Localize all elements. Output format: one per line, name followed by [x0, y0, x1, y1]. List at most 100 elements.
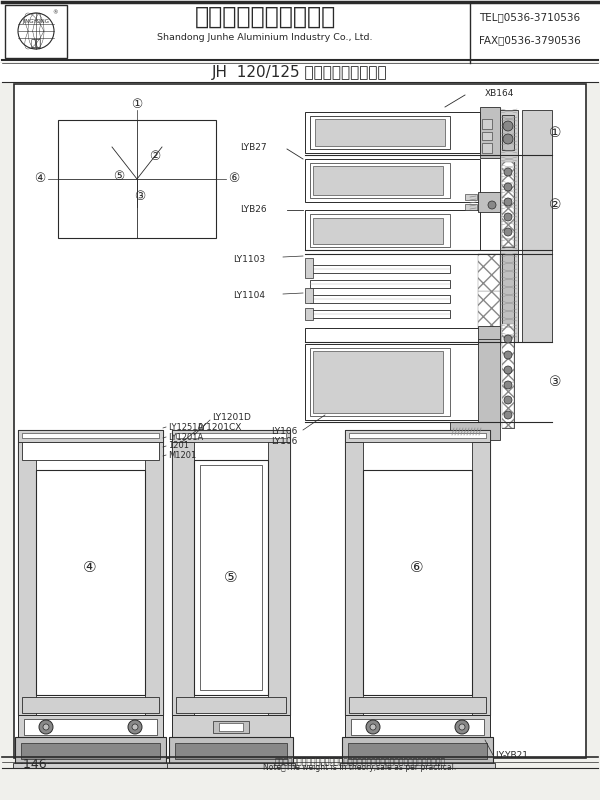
- Text: 注：图表中标明的重量为不含包装物的理论重量，客户订货可以实际过磅重量为准。: 注：图表中标明的重量为不含包装物的理论重量，客户订货可以实际过磅重量为准。: [274, 758, 446, 766]
- Bar: [268, 442, 290, 715]
- Bar: [502, 254, 514, 328]
- Text: ④: ④: [83, 561, 97, 575]
- Text: 京泳: 京泳: [31, 39, 41, 49]
- Bar: [305, 112, 480, 153]
- Text: LY1104: LY1104: [233, 291, 265, 301]
- Bar: [313, 351, 443, 413]
- Text: LY1201CX: LY1201CX: [197, 423, 241, 433]
- Circle shape: [504, 335, 512, 343]
- Circle shape: [366, 720, 380, 734]
- Bar: [305, 328, 480, 342]
- Bar: [36, 470, 145, 695]
- Circle shape: [39, 720, 53, 734]
- Bar: [310, 310, 450, 318]
- Bar: [18, 442, 36, 715]
- Text: JINGYONG: JINGYONG: [23, 19, 49, 25]
- Bar: [145, 442, 163, 715]
- Bar: [310, 163, 450, 198]
- Bar: [342, 737, 493, 763]
- Bar: [18, 715, 163, 737]
- Bar: [305, 288, 313, 303]
- Bar: [5, 5, 67, 58]
- Bar: [502, 162, 514, 247]
- Bar: [22, 433, 159, 438]
- Bar: [482, 119, 492, 129]
- Bar: [478, 254, 500, 328]
- Circle shape: [504, 228, 512, 236]
- Text: LY1103: LY1103: [233, 254, 265, 263]
- Bar: [169, 737, 293, 763]
- Bar: [482, 132, 492, 140]
- Bar: [478, 254, 500, 291]
- Circle shape: [459, 724, 465, 730]
- Text: ®: ®: [52, 10, 58, 15]
- Bar: [200, 465, 262, 690]
- Circle shape: [128, 720, 142, 734]
- Bar: [15, 737, 166, 763]
- Bar: [478, 291, 500, 328]
- Bar: [14, 84, 586, 758]
- Bar: [176, 433, 286, 438]
- Bar: [22, 442, 159, 460]
- Circle shape: [132, 724, 138, 730]
- Bar: [472, 442, 490, 715]
- Text: M1201: M1201: [168, 450, 196, 459]
- Bar: [465, 194, 477, 200]
- Text: ③: ③: [549, 375, 561, 389]
- Bar: [172, 715, 290, 737]
- Bar: [500, 110, 518, 342]
- Text: ④: ④: [34, 173, 46, 186]
- Bar: [305, 159, 480, 202]
- Bar: [345, 442, 363, 715]
- Text: Note：The weight is in theory,sale as per practical.: Note：The weight is in theory,sale as per…: [263, 762, 457, 771]
- Text: ③: ③: [134, 190, 146, 203]
- Circle shape: [504, 168, 512, 176]
- Bar: [0, 0, 600, 62]
- Bar: [172, 430, 290, 442]
- Circle shape: [504, 183, 512, 191]
- Bar: [345, 430, 490, 715]
- Bar: [176, 697, 286, 713]
- Bar: [502, 324, 514, 346]
- Circle shape: [504, 411, 512, 419]
- Bar: [305, 344, 480, 420]
- Bar: [172, 442, 194, 715]
- Bar: [213, 721, 249, 733]
- Bar: [310, 116, 450, 149]
- Bar: [363, 470, 472, 695]
- Bar: [310, 280, 450, 288]
- Bar: [502, 382, 514, 428]
- Text: 山东君和铝业有限公司: 山东君和铝业有限公司: [194, 5, 335, 29]
- Bar: [351, 719, 484, 735]
- Text: LYB26: LYB26: [241, 206, 267, 214]
- Bar: [18, 430, 163, 715]
- Text: Shandong Junhe Aluminium Industry Co., Ltd.: Shandong Junhe Aluminium Industry Co., L…: [157, 34, 373, 42]
- Bar: [175, 743, 287, 759]
- Bar: [310, 265, 450, 273]
- Text: LY106: LY106: [271, 438, 297, 446]
- Circle shape: [503, 121, 513, 131]
- Circle shape: [504, 366, 512, 374]
- Bar: [522, 110, 552, 342]
- Circle shape: [18, 13, 54, 49]
- Circle shape: [504, 351, 512, 359]
- Bar: [313, 218, 443, 244]
- Bar: [349, 433, 486, 438]
- Text: ①: ①: [131, 98, 143, 110]
- Bar: [21, 743, 160, 759]
- Circle shape: [504, 381, 512, 389]
- Bar: [315, 119, 445, 146]
- Bar: [310, 214, 450, 247]
- Circle shape: [370, 724, 376, 730]
- Bar: [345, 715, 490, 737]
- Bar: [58, 120, 216, 238]
- Text: ⑤: ⑤: [224, 570, 238, 586]
- Text: ⑥: ⑥: [229, 173, 239, 186]
- Circle shape: [504, 213, 512, 221]
- Bar: [194, 460, 268, 695]
- Bar: [305, 210, 480, 250]
- Circle shape: [504, 198, 512, 206]
- Bar: [313, 166, 443, 195]
- Circle shape: [503, 134, 513, 144]
- Text: JH  120/125 系列玻璃幕墙结构图: JH 120/125 系列玻璃幕墙结构图: [212, 65, 388, 79]
